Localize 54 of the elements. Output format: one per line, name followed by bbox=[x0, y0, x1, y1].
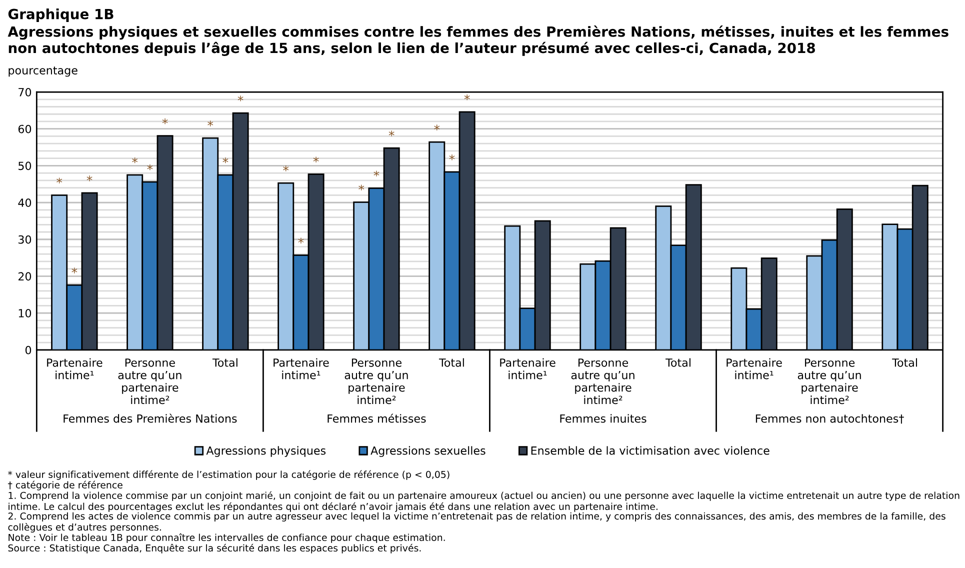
y-tick-label: 0 bbox=[25, 346, 32, 354]
text: † catégorie de référence bbox=[8, 480, 122, 490]
legend-label: Agressions sexuelles bbox=[370, 446, 486, 457]
legend-label: Agressions physiques bbox=[206, 446, 326, 457]
x-tick-label: Personne autre qu’un partenaire intime² bbox=[118, 358, 182, 404]
y-tick-label: 10 bbox=[18, 309, 32, 318]
y-tick-label: 20 bbox=[18, 272, 32, 281]
y-tick-label: 60 bbox=[18, 124, 32, 134]
legend-label: Ensemble de la victimisation avec violence bbox=[531, 446, 770, 455]
data-label: * bbox=[464, 94, 470, 100]
text: 2. Comprend les actes de violence commis par un autre agresseur avec lequel la victime n’entretenait pas de relation intime, y compris des connaissances, des amis, des membres de la famille, des collègues et d’autres personnes. bbox=[8, 512, 946, 533]
y-axis-title: pourcentage bbox=[8, 66, 78, 77]
x-tick-label: Partenaire intime¹ bbox=[726, 358, 782, 380]
data-label: * bbox=[388, 130, 394, 136]
text: Femmes des Premières Nations bbox=[64, 414, 237, 423]
data-label: * bbox=[222, 157, 228, 164]
text: Note : Voir le tableau 1B pour connaître les intervalles de confiance pour chaque estimation. bbox=[8, 533, 445, 543]
x-tick-label: Partenaire intime¹ bbox=[47, 358, 102, 380]
y-tick-label: 50 bbox=[18, 162, 32, 170]
data-label: * bbox=[313, 156, 319, 162]
y-tick-label: 30 bbox=[18, 235, 32, 244]
data-label: * bbox=[434, 124, 440, 130]
x-tick-label: Personne autre qu’un partenaire intime² bbox=[571, 358, 634, 404]
text: Femmes non autochtones† bbox=[756, 414, 904, 424]
data-label: * bbox=[56, 178, 62, 184]
data-label: * bbox=[449, 154, 455, 160]
text: Femmes métisses bbox=[328, 414, 426, 423]
x-tick-label: Total bbox=[212, 358, 238, 367]
x-tick-label: Partenaire intime¹ bbox=[274, 358, 329, 380]
chart-subtitle: Agressions physiques et sexuelles commises contre les femmes des Premières Nations, métisses, inuites et les femmes non autochtones depuis l’âge de 15 ans, selon le lien de l’auteur présumé avec celles-ci, Canada, 2018 bbox=[8, 26, 948, 56]
data-label: * bbox=[72, 268, 78, 274]
y-tick-label: 40 bbox=[18, 198, 32, 207]
chart-title: Graphique 1B bbox=[8, 8, 114, 22]
data-label: * bbox=[147, 164, 153, 170]
data-label: * bbox=[298, 238, 304, 244]
x-tick-label: Partenaire intime¹ bbox=[500, 358, 556, 380]
data-label: * bbox=[208, 120, 214, 126]
data-label: * bbox=[283, 166, 289, 172]
x-tick-label: Personne autre qu’un partenaire intime² bbox=[798, 358, 861, 404]
x-tick-label: Total bbox=[666, 358, 690, 367]
data-label: * bbox=[374, 170, 380, 176]
x-tick-label: Personne autre qu’un partenaire intime² bbox=[344, 358, 408, 404]
x-tick-label: Total bbox=[438, 358, 464, 367]
data-label: * bbox=[238, 96, 244, 102]
text: 1. Comprend la violence commise par un conjoint marié, un conjoint de fait ou un partenaire amoureux (actuel ou ancien) ou une personne avec laquelle la victime entretenait un autre type de relation intime. Le calcul des pourcentages exclut les répondantes qui ont déclaré n’avoir jamais été dans une relation avec un partenaire intime. bbox=[8, 491, 960, 512]
data-label: * bbox=[358, 184, 364, 190]
data-label: * bbox=[162, 118, 168, 124]
text: Femmes inuites bbox=[560, 414, 646, 423]
x-tick-label: Total bbox=[892, 358, 917, 367]
text: * valeur significativement différente de l’estimation pour la catégorie de référence (p < 0,05) bbox=[8, 470, 450, 480]
source-note: Source : Statistique Canada, Enquête sur la sécurité dans les espaces publics et privés. bbox=[8, 544, 421, 554]
data-label: * bbox=[132, 157, 138, 164]
y-tick-label: 70 bbox=[18, 88, 32, 96]
data-label: * bbox=[86, 176, 92, 182]
